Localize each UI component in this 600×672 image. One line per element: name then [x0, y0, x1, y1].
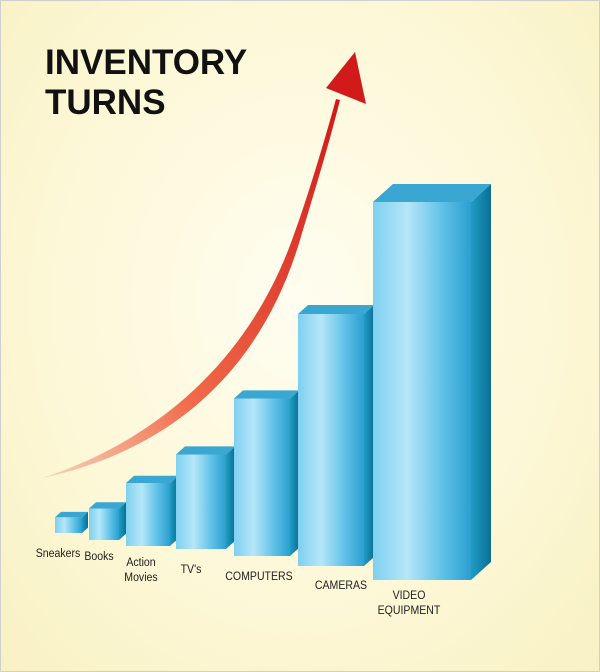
category-label-line: Movies [124, 571, 158, 584]
category-label-line: COMPUTERS [225, 570, 293, 583]
bar-1 [55, 511, 88, 533]
bar-side [119, 502, 126, 540]
chart-title: INVENTORY TURNS [45, 43, 247, 123]
category-label-4: TV's [181, 563, 202, 576]
bar-side [290, 390, 299, 556]
category-label-7: VIDEO EQUIPMENT [378, 589, 441, 617]
bar-top [55, 511, 88, 518]
bar-front [55, 517, 82, 533]
category-label-line: CAMERAS [315, 579, 368, 592]
category-label-2: Books [84, 550, 114, 563]
bar-side [226, 446, 235, 549]
bar-top [176, 446, 235, 455]
category-label-6: CAMERAS [315, 579, 368, 592]
bar-side [82, 511, 88, 533]
chart-title-line-1: INVENTORY [45, 43, 248, 82]
category-label-line: EQUIPMENT [378, 604, 441, 617]
bar-top [89, 502, 126, 509]
bar-front [89, 508, 119, 540]
category-label-line: TV's [181, 563, 202, 576]
bar-5 [234, 390, 299, 556]
bar-2 [89, 502, 126, 540]
bar-side [471, 184, 491, 580]
bar-top [234, 390, 299, 399]
category-label-line: VIDEO [393, 589, 426, 602]
category-label-1: Sneakers [36, 547, 81, 560]
bar-side [364, 305, 374, 566]
bar-front [176, 454, 226, 549]
bar-front [126, 483, 170, 546]
bar-front [298, 314, 364, 566]
category-label-5: COMPUTERS [225, 570, 293, 583]
bar-top [298, 305, 374, 314]
bar-4 [176, 446, 235, 549]
category-label-line: Sneakers [36, 547, 81, 560]
category-label-3: Action Movies [124, 556, 158, 584]
bar-front [373, 202, 471, 580]
trend-arrow-head [326, 52, 366, 104]
bar-7 [373, 184, 491, 580]
trend-arrow-shaft [42, 99, 340, 478]
category-label-line: Action [126, 556, 155, 569]
category-label-line: Books [84, 550, 114, 563]
trend-arrow [42, 52, 366, 478]
bar-3 [126, 475, 178, 546]
bar-top [373, 184, 491, 202]
bar-top [126, 475, 178, 483]
bar-6 [298, 305, 374, 566]
chart-title-line-2: TURNS [45, 83, 166, 122]
bar-front [234, 398, 290, 556]
